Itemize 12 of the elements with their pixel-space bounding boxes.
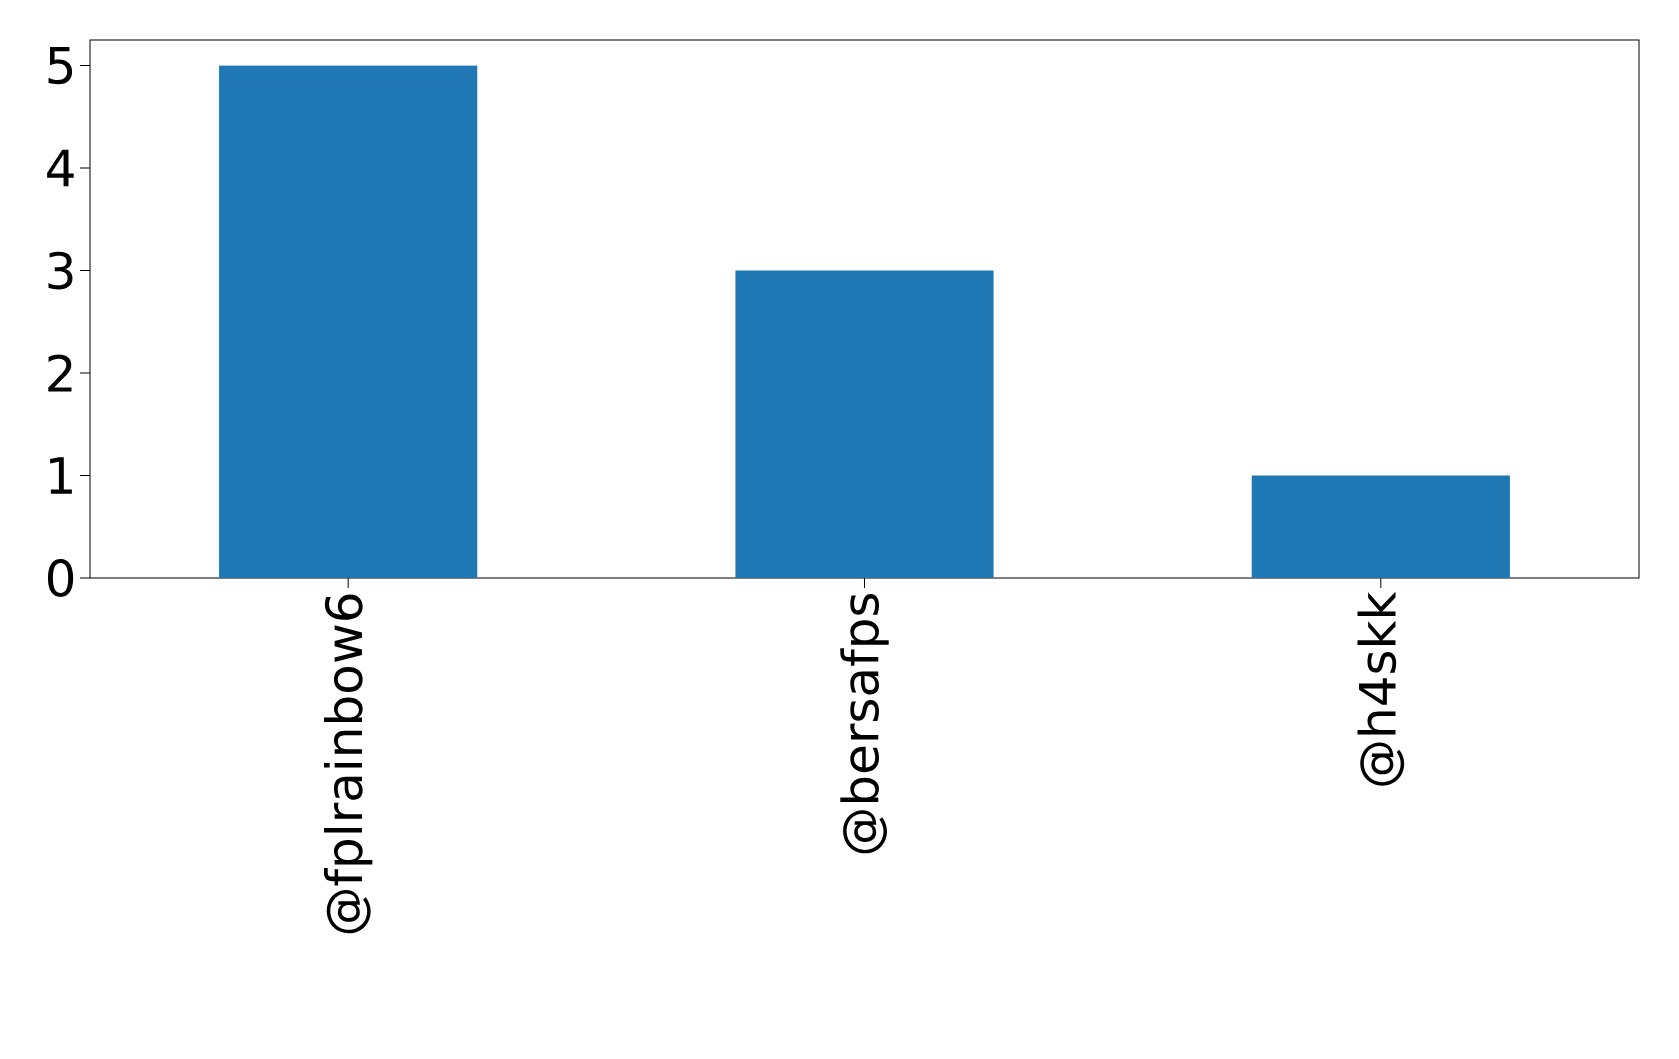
y-tick-label: 1	[50, 457, 72, 494]
y-tick-label: 4	[47, 149, 74, 187]
bar	[735, 270, 994, 578]
y-tick-label: 2	[48, 354, 72, 392]
y-tick-label: 0	[47, 559, 74, 597]
bar	[1251, 475, 1510, 578]
x-tick-label: @h4skk	[1357, 591, 1405, 786]
y-tick-label: 3	[48, 251, 73, 290]
bar	[219, 65, 478, 578]
x-tick-label: @bersafps	[840, 593, 889, 854]
y-tick-label: 5	[48, 47, 73, 85]
x-tick-label: @fplrainbow6	[323, 594, 373, 934]
